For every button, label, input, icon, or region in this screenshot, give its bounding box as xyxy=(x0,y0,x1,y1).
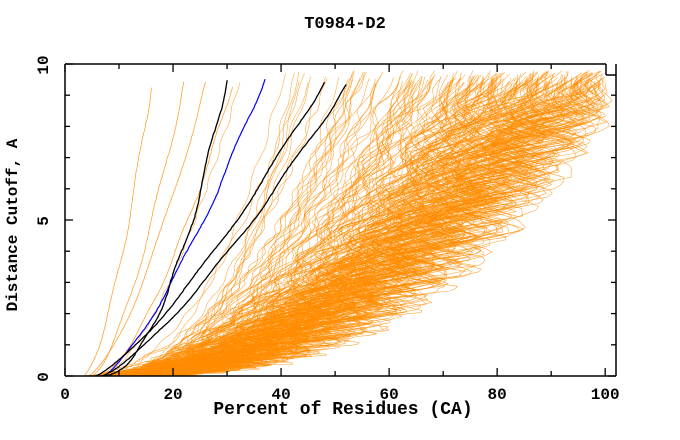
svg-text:5: 5 xyxy=(35,216,53,226)
svg-text:100: 100 xyxy=(591,386,620,404)
svg-text:0: 0 xyxy=(35,372,53,382)
svg-text:80: 80 xyxy=(488,386,507,404)
svg-text:20: 20 xyxy=(163,386,182,404)
svg-text:0: 0 xyxy=(60,386,70,404)
svg-text:60: 60 xyxy=(380,386,399,404)
svg-text:10: 10 xyxy=(35,55,53,74)
svg-text:40: 40 xyxy=(271,386,290,404)
